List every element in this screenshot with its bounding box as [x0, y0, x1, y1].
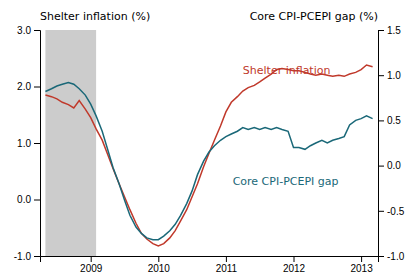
series-line	[45, 82, 372, 239]
tick-mark	[378, 75, 384, 76]
axis-line	[34, 31, 41, 257]
tick: 1.5	[378, 25, 401, 36]
tick: 2009	[80, 256, 103, 274]
axis-line	[41, 257, 379, 263]
tick-mark	[378, 256, 384, 257]
tick-label: 0.0	[17, 194, 31, 205]
annotation: Core CPI-PCEPI gap	[233, 175, 339, 188]
tick-label: 1.0	[387, 70, 401, 81]
tick-label: 2011	[216, 263, 238, 274]
axis-line	[379, 31, 385, 257]
tick: 2011	[216, 256, 238, 274]
tick: 0.0	[378, 160, 401, 171]
tick-mark	[361, 256, 362, 262]
tick: 1.0	[378, 70, 401, 81]
tick: 2013	[350, 256, 373, 274]
tick-label: 2012	[283, 263, 306, 274]
y-axis: -1.0 0.0 1.0 2.0 3.0	[14, 25, 41, 262]
tick-mark	[294, 256, 295, 262]
tick-label: 2013	[350, 263, 373, 274]
tick-mark	[378, 211, 384, 212]
tick-label: -0.5	[387, 206, 405, 217]
tick: 2012	[283, 256, 306, 274]
series-line	[45, 65, 372, 246]
tick-label: 2.0	[17, 81, 31, 92]
tick-mark	[34, 143, 40, 144]
chart: 20092010201120122013-1.00.01.02.03.0-1.0…	[0, 0, 420, 280]
tick-mark	[34, 87, 40, 88]
tick: -0.5	[378, 206, 405, 217]
tick-mark	[378, 120, 384, 121]
tick: -1.0	[378, 251, 405, 262]
tick-mark	[378, 30, 384, 31]
tick-mark	[378, 166, 384, 167]
tick: 0.0	[17, 194, 40, 205]
tick: 0.5	[378, 115, 401, 126]
tick-mark	[91, 256, 92, 262]
tick: 3.0	[17, 25, 40, 36]
y2-axis-title: Core CPI-PCEPI gap (%)	[250, 10, 378, 23]
tick-label: 0.0	[387, 160, 401, 171]
tick: 2.0	[17, 81, 40, 92]
tick-label: 1.5	[387, 25, 401, 36]
tick-label: 2009	[80, 263, 103, 274]
tick-mark	[158, 256, 159, 262]
marks	[45, 30, 372, 256]
tick-label: -1.0	[387, 251, 405, 262]
tick-label: -1.0	[14, 251, 32, 262]
tick-mark	[226, 256, 227, 262]
tick-label: 0.5	[387, 115, 401, 126]
tick-mark	[34, 256, 40, 257]
y2-axis: -1.0 -0.5 0.0 0.5 1.0 1.5	[378, 25, 405, 262]
tick-label: 3.0	[17, 25, 31, 36]
tick-mark	[34, 30, 40, 31]
tick-mark	[34, 200, 40, 201]
plot: 20092010201120122013-1.00.01.02.03.0-1.0…	[14, 10, 405, 274]
tick-label: 1.0	[17, 138, 31, 149]
annotation: Shelter inflation	[243, 64, 331, 77]
tick: 2010	[148, 256, 171, 274]
tick-label: 2010	[148, 263, 171, 274]
x-axis: 2009 2010 2011 2012 2013	[41, 256, 379, 274]
tick: -1.0	[14, 251, 40, 262]
y-axis-title: Shelter inflation (%)	[40, 10, 150, 23]
tick: 1.0	[17, 138, 40, 149]
recession-shading	[45, 30, 96, 256]
